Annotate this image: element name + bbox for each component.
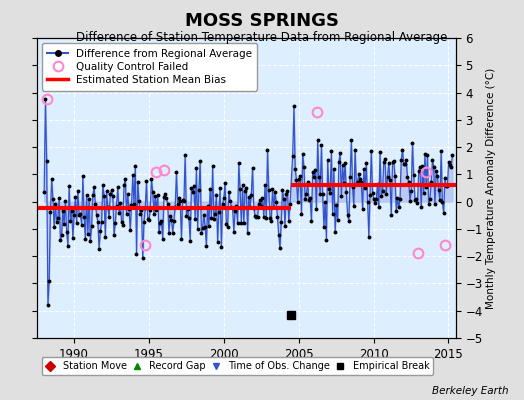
Text: MOSS SPRINGS: MOSS SPRINGS bbox=[185, 12, 339, 30]
Text: Berkeley Earth: Berkeley Earth bbox=[432, 386, 508, 396]
Y-axis label: Monthly Temperature Anomaly Difference (°C): Monthly Temperature Anomaly Difference (… bbox=[486, 67, 496, 309]
Text: Difference of Station Temperature Data from Regional Average: Difference of Station Temperature Data f… bbox=[77, 31, 447, 44]
Legend: Station Move, Record Gap, Time of Obs. Change, Empirical Break: Station Move, Record Gap, Time of Obs. C… bbox=[41, 357, 433, 375]
